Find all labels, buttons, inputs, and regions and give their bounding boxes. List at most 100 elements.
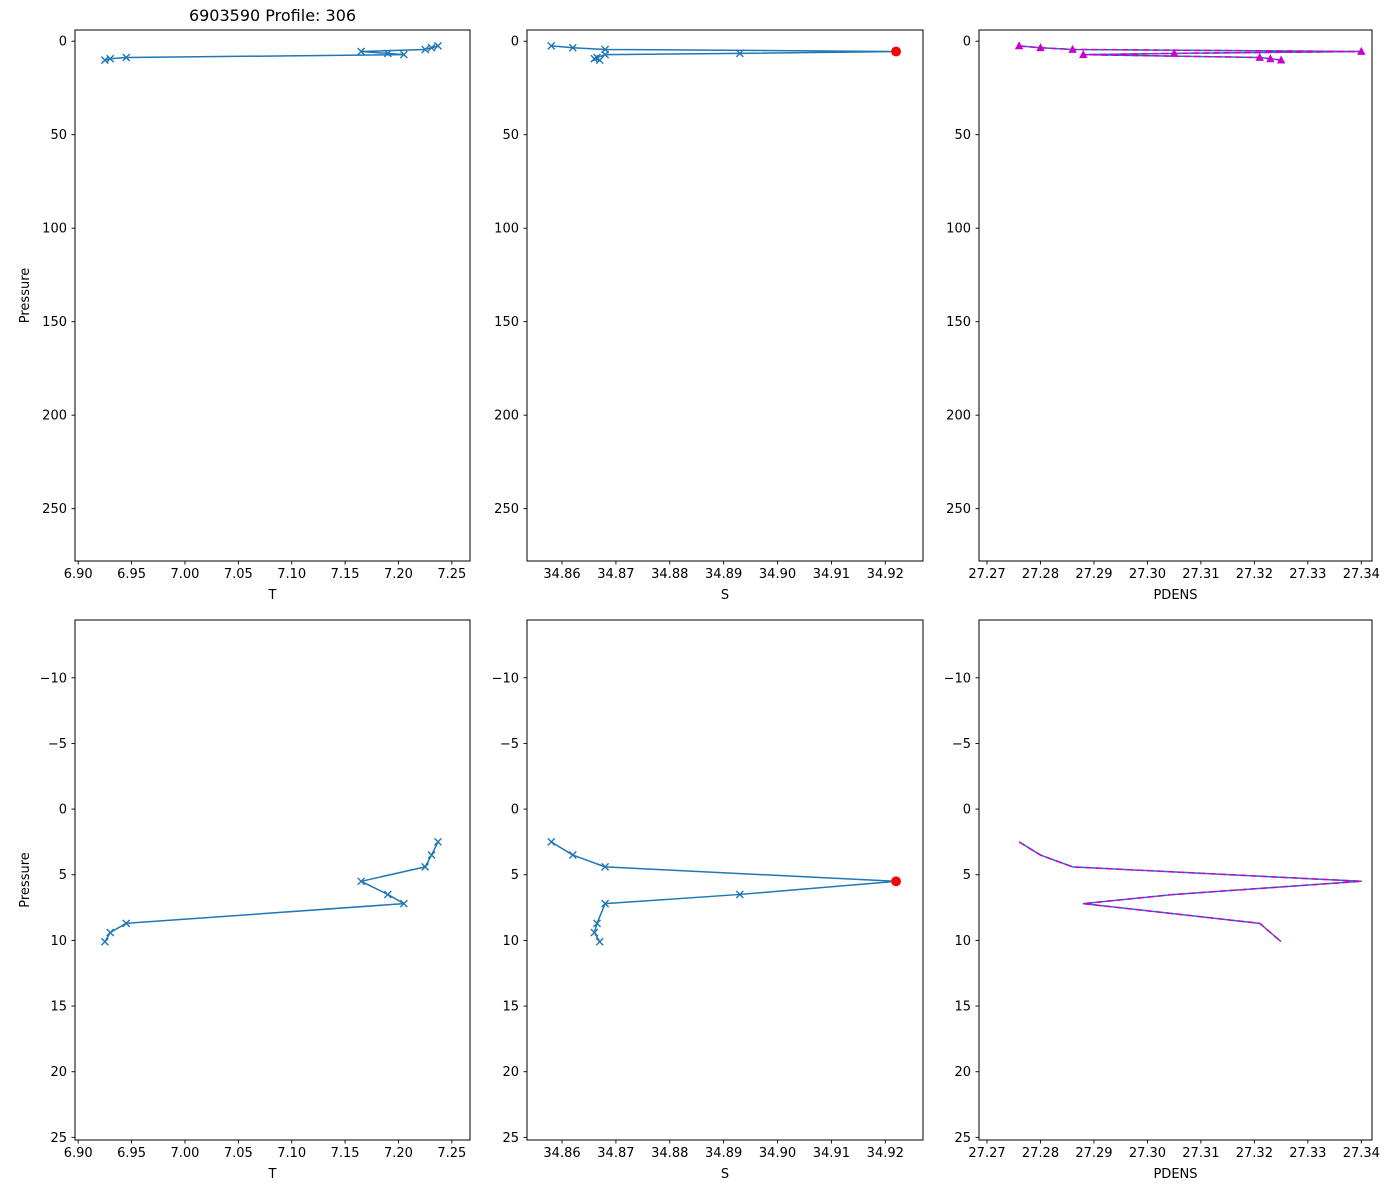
x-marker: [547, 837, 556, 846]
x-marker: [595, 56, 604, 65]
x-tick-label: 6.90: [64, 567, 93, 582]
y-tick-label: 250: [42, 502, 67, 517]
x-tick-label: 34.90: [759, 1146, 796, 1161]
x-tick-label: 7.10: [277, 567, 306, 582]
plot-pdens-zoom: 27.27 27.28 27.29 27.30 27.31 27.32 27.33 27.34…: [909, 590, 1395, 1194]
highlight-point: [891, 46, 901, 57]
x-tick-label: 7.10: [277, 1146, 306, 1161]
x-tick-label: 34.90: [759, 567, 796, 582]
y-tick-label: 15: [502, 1000, 519, 1015]
y-tick-label: 5: [59, 868, 67, 883]
x-marker: [357, 47, 366, 56]
x-tick-label: 34.86: [543, 567, 580, 582]
x-marker: [735, 890, 744, 899]
x-marker: [547, 41, 556, 50]
y-tick-label: −5: [952, 737, 971, 752]
plot-s-full: 34.86 34.87 34.88 34.89 34.90 34.91 34.92 0 50 10…: [457, 0, 946, 615]
triangle-marker: [1079, 50, 1088, 59]
y-tick-label: 0: [511, 35, 519, 50]
plot-s-full-canvas: 34.86 34.87 34.88 34.89 34.90 34.91 34.92 0 50 10…: [494, 29, 924, 603]
plot-t-full: 6.90 6.95 7.00 7.05 7.10 7.15 7.20 7.25 0 50 100 15…: [5, 0, 493, 615]
x-marker: [427, 851, 436, 860]
x-marker: [595, 937, 604, 946]
y-tick-label: −10: [492, 671, 519, 686]
x-tick-label: 27.30: [1129, 567, 1166, 582]
y-tick-label: 0: [59, 803, 67, 818]
y-tick-label: 150: [42, 315, 67, 330]
x-tick-label: 34.91: [813, 567, 850, 582]
x-tick-label: 27.33: [1289, 1146, 1326, 1161]
x-tick-label: 34.87: [597, 1146, 634, 1161]
x-marker: [433, 41, 442, 50]
y-tick-label: 50: [50, 128, 67, 143]
axes-frame: [74, 29, 471, 562]
y-tick-label: 15: [50, 1000, 67, 1015]
x-axis-label: S: [721, 588, 729, 603]
x-axis-label: PDENS: [1153, 588, 1197, 603]
x-tick-label: 27.32: [1236, 567, 1273, 582]
x-tick-label: 34.87: [597, 567, 634, 582]
plot-t-full-canvas: 6.90 6.95 7.00 7.05 7.10 7.15 7.20 7.25 0 50 100 15…: [18, 29, 471, 603]
y-axis-label: Pressure: [18, 852, 33, 908]
plot-t-zoom: 6.90 6.95 7.00 7.05 7.10 7.15 7.20 7.25 −10 −5 0 5 1…: [5, 590, 493, 1194]
axes-frame: [526, 619, 924, 1141]
x-tick-label: 34.89: [705, 1146, 742, 1161]
y-tick-label: 20: [502, 1065, 519, 1080]
x-axis-label: T: [268, 588, 277, 603]
y-tick-label: −10: [40, 671, 67, 686]
y-tick-label: 0: [59, 35, 67, 50]
x-tick-label: 27.34: [1343, 1146, 1380, 1161]
x-tick-label: 7.00: [170, 567, 199, 582]
triangle-marker: [1255, 52, 1264, 61]
x-marker: [383, 49, 392, 58]
axes-frame: [978, 619, 1373, 1141]
y-tick-label: 100: [946, 222, 971, 237]
axes-frame: [526, 29, 924, 562]
y-tick-label: 5: [511, 868, 519, 883]
x-marker: [122, 919, 131, 928]
x-tick-label: 7.25: [437, 567, 466, 582]
x-marker: [601, 899, 610, 908]
y-tick-label: 15: [954, 1000, 971, 1015]
x-axis-label: S: [721, 1167, 729, 1182]
y-tick-label: 100: [42, 222, 67, 237]
x-marker: [421, 862, 430, 871]
x-marker: [568, 43, 577, 52]
plot-t-zoom-canvas: 6.90 6.95 7.00 7.05 7.10 7.15 7.20 7.25 −10 −5 0 5 1…: [18, 619, 471, 1182]
x-tick-label: 27.29: [1075, 567, 1112, 582]
y-tick-label: 25: [502, 1131, 519, 1146]
plot-pdens-full-canvas: 27.27 27.28 27.29 27.30 27.31 27.32 27.33 27.34…: [946, 29, 1380, 603]
axes-frame: [978, 29, 1373, 562]
x-tick-label: 27.29: [1075, 1146, 1112, 1161]
y-tick-label: 250: [494, 502, 519, 517]
x-marker: [735, 49, 744, 58]
y-tick-label: 250: [946, 502, 971, 517]
y-tick-label: 20: [50, 1065, 67, 1080]
plot-s-zoom-canvas: 34.86 34.87 34.88 34.89 34.90 34.91 34.92 −10 −5…: [492, 619, 924, 1182]
x-tick-label: 7.20: [384, 1146, 413, 1161]
plot-pdens-full: 27.27 27.28 27.29 27.30 27.31 27.32 27.33 27.34…: [909, 0, 1395, 615]
x-marker: [427, 43, 436, 52]
x-tick-label: 34.92: [867, 567, 904, 582]
axes-frame: [74, 619, 471, 1141]
y-tick-label: 20: [954, 1065, 971, 1080]
figure-title: 6903590 Profile: 306: [188, 6, 357, 25]
x-marker: [590, 928, 599, 937]
y-tick-label: 0: [963, 803, 971, 818]
x-marker: [601, 862, 610, 871]
x-tick-label: 27.32: [1236, 1146, 1273, 1161]
x-marker: [100, 937, 109, 946]
y-axis-label: Pressure: [18, 268, 33, 324]
x-tick-label: 7.05: [224, 1146, 253, 1161]
x-marker: [593, 919, 602, 928]
triangle-marker: [1276, 55, 1286, 64]
x-axis-label: PDENS: [1153, 1167, 1197, 1182]
pdens-profile-line: [1018, 841, 1363, 943]
triangle-marker: [1014, 41, 1024, 50]
y-tick-label: −5: [500, 737, 519, 752]
x-tick-label: 27.31: [1182, 1146, 1219, 1161]
x-marker: [421, 45, 430, 54]
x-marker: [433, 837, 442, 846]
triangle-marker: [1357, 46, 1366, 55]
